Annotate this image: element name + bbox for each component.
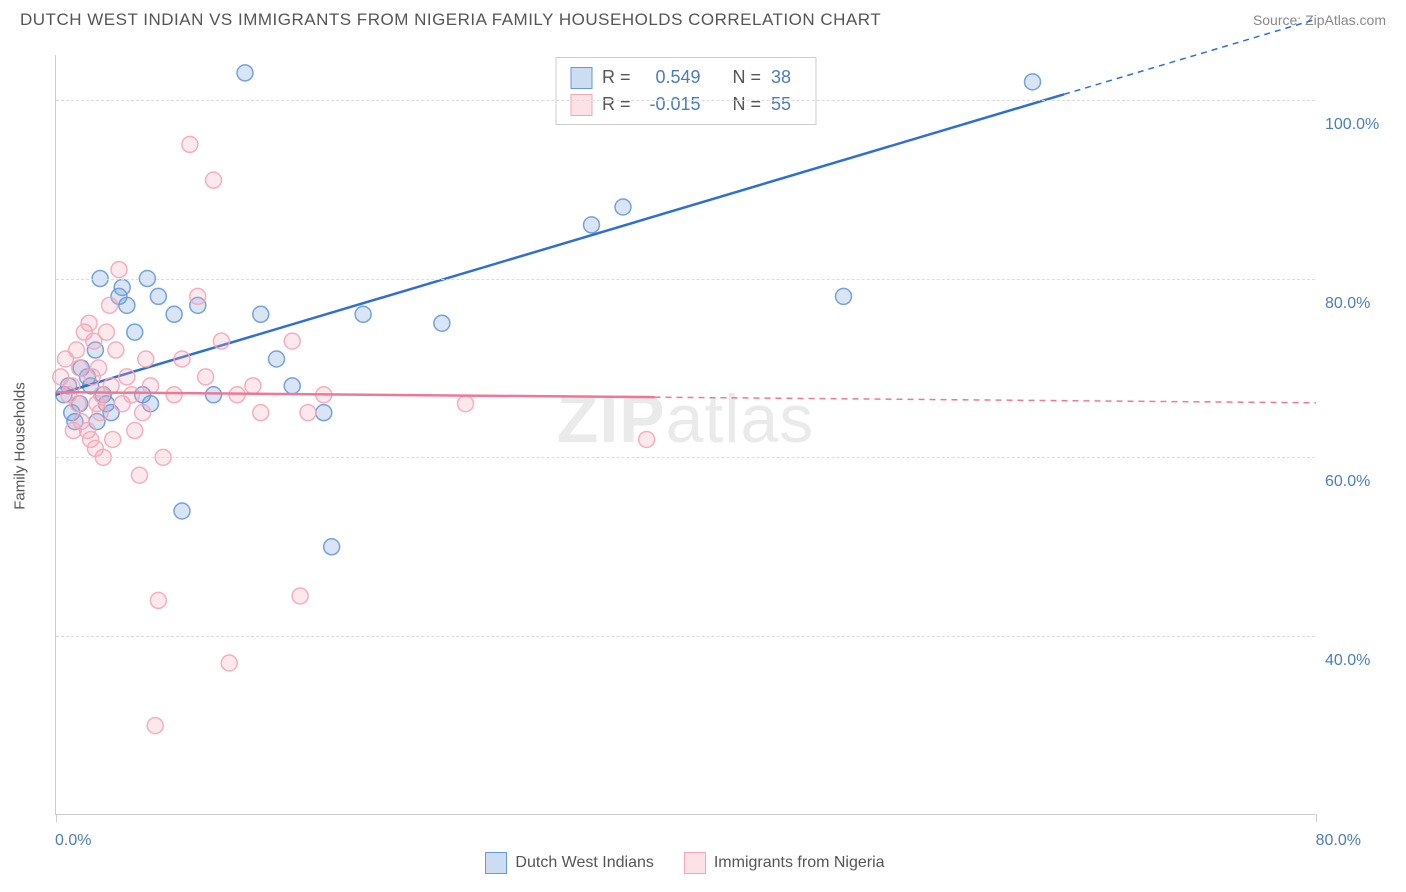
- chart-title: DUTCH WEST INDIAN VS IMMIGRANTS FROM NIG…: [20, 10, 881, 30]
- scatter-point-nigeria: [206, 172, 222, 188]
- stats-n-label: N =: [733, 91, 762, 118]
- scatter-point-nigeria: [213, 333, 229, 349]
- legend-item-nigeria: Immigrants from Nigeria: [684, 852, 885, 874]
- scatter-point-nigeria: [292, 588, 308, 604]
- scatter-point-dutch: [237, 65, 253, 81]
- stats-row-dutch: R = 0.549 N = 38: [570, 64, 801, 91]
- scatter-point-nigeria: [124, 387, 140, 403]
- scatter-point-nigeria: [174, 351, 190, 367]
- legend-label: Immigrants from Nigeria: [714, 854, 885, 872]
- stats-n-value: 55: [771, 91, 801, 118]
- scatter-point-dutch: [324, 539, 340, 555]
- scatter-point-dutch: [434, 315, 450, 331]
- x-tick: [1316, 814, 1317, 822]
- x-tick-label: 80.0%: [1316, 832, 1361, 850]
- scatter-point-nigeria: [119, 369, 135, 385]
- scatter-point-nigeria: [147, 718, 163, 734]
- x-tick: [56, 814, 57, 822]
- stats-row-nigeria: R = -0.015 N = 55: [570, 91, 801, 118]
- scatter-point-nigeria: [111, 262, 127, 278]
- gridline: [56, 636, 1315, 637]
- scatter-point-dutch: [615, 199, 631, 215]
- scatter-point-nigeria: [639, 431, 655, 447]
- bottom-legend: Dutch West Indians Immigrants from Nigeri…: [55, 852, 1315, 874]
- scatter-point-nigeria: [253, 405, 269, 421]
- scatter-point-dutch: [174, 503, 190, 519]
- swatch-icon: [684, 852, 706, 874]
- scatter-point-dutch: [150, 288, 166, 304]
- scatter-point-nigeria: [143, 378, 159, 394]
- chart-plot-area: ZIPatlas R =0.549N =38R =-0.015N =55 40.…: [55, 55, 1315, 815]
- stats-r-value: -0.015: [641, 91, 701, 118]
- swatch-icon: [570, 67, 592, 89]
- scatter-point-dutch: [1025, 74, 1041, 90]
- swatch-icon: [485, 852, 507, 874]
- y-tick-label: 80.0%: [1325, 295, 1385, 313]
- trendline-dashed-nigeria: [655, 397, 1317, 403]
- y-axis-title: Family Households: [12, 382, 29, 510]
- scatter-point-nigeria: [135, 405, 151, 421]
- scatter-point-dutch: [355, 306, 371, 322]
- scatter-point-nigeria: [102, 297, 118, 313]
- scatter-point-nigeria: [190, 288, 206, 304]
- scatter-point-dutch: [253, 306, 269, 322]
- scatter-point-nigeria: [182, 136, 198, 152]
- scatter-point-nigeria: [198, 369, 214, 385]
- stats-n-label: N =: [733, 64, 762, 91]
- scatter-point-dutch: [166, 306, 182, 322]
- y-tick-label: 40.0%: [1325, 652, 1385, 670]
- scatter-point-nigeria: [98, 324, 114, 340]
- y-tick-label: 60.0%: [1325, 473, 1385, 491]
- source-attribution: Source: ZipAtlas.com: [1253, 12, 1386, 28]
- swatch-icon: [570, 94, 592, 116]
- scatter-point-nigeria: [105, 431, 121, 447]
- stats-r-label: R =: [602, 64, 631, 91]
- scatter-point-nigeria: [68, 342, 84, 358]
- scatter-point-nigeria: [300, 405, 316, 421]
- scatter-point-nigeria: [131, 467, 147, 483]
- scatter-point-nigeria: [284, 333, 300, 349]
- scatter-point-nigeria: [458, 396, 474, 412]
- stats-legend-box: R = 0.549 N = 38 R = -0.015 N = 55: [555, 57, 816, 125]
- scatter-point-dutch: [206, 387, 222, 403]
- scatter-point-nigeria: [108, 342, 124, 358]
- scatter-point-dutch: [584, 217, 600, 233]
- scatter-point-dutch: [114, 279, 130, 295]
- scatter-point-nigeria: [221, 655, 237, 671]
- scatter-point-nigeria: [150, 592, 166, 608]
- y-tick-label: 100.0%: [1325, 116, 1385, 134]
- legend-item-dutch: Dutch West Indians: [485, 852, 653, 874]
- scatter-point-dutch: [836, 288, 852, 304]
- scatter-point-nigeria: [166, 387, 182, 403]
- scatter-point-nigeria: [127, 423, 143, 439]
- scatter-point-nigeria: [138, 351, 154, 367]
- trendline-dutch: [56, 94, 1064, 394]
- stats-n-value: 38: [771, 64, 801, 91]
- gridline: [56, 279, 1315, 280]
- gridline: [56, 457, 1315, 458]
- stats-r-label: R =: [602, 91, 631, 118]
- scatter-point-nigeria: [245, 378, 261, 394]
- stats-r-value: 0.549: [641, 64, 701, 91]
- scatter-point-nigeria: [92, 405, 108, 421]
- scatter-point-dutch: [119, 297, 135, 313]
- x-tick-label: 0.0%: [55, 832, 91, 850]
- scatter-point-dutch: [284, 378, 300, 394]
- scatter-point-dutch: [127, 324, 143, 340]
- legend-label: Dutch West Indians: [515, 854, 653, 872]
- gridline: [56, 100, 1315, 101]
- scatter-point-nigeria: [81, 315, 97, 331]
- scatter-point-nigeria: [70, 396, 86, 412]
- scatter-point-dutch: [269, 351, 285, 367]
- scatter-svg: [56, 55, 1315, 814]
- scatter-point-nigeria: [91, 360, 107, 376]
- scatter-point-dutch: [316, 405, 332, 421]
